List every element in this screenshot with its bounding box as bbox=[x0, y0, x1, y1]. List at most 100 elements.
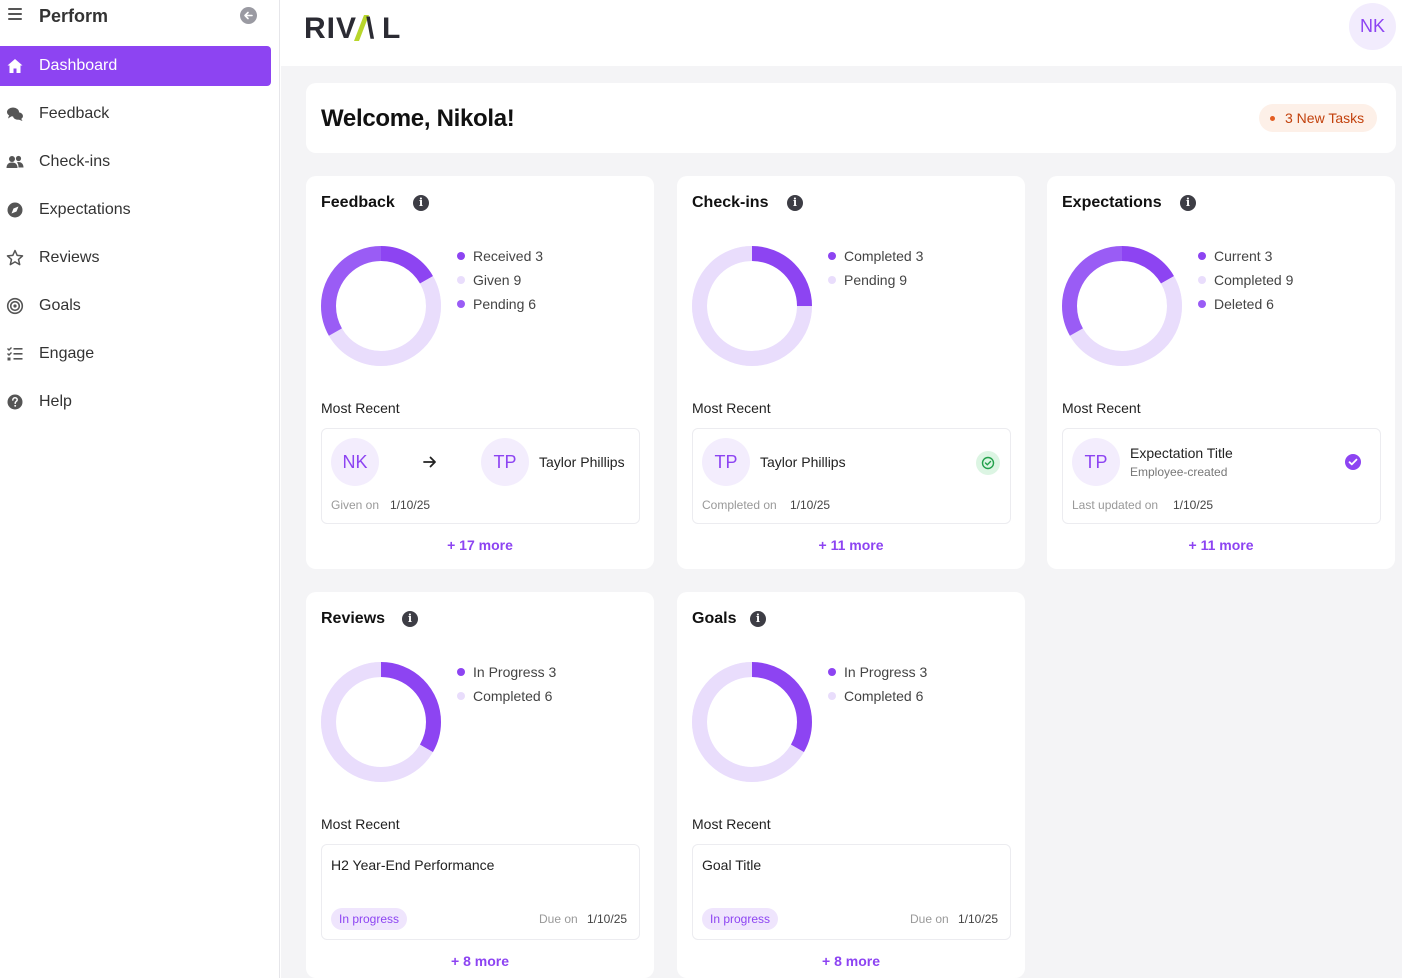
sidebar-item-label: Expectations bbox=[39, 201, 131, 218]
info-icon[interactable]: i bbox=[413, 195, 429, 211]
recipient-name: Taylor Phillips bbox=[539, 454, 625, 470]
sidebar-item-label: Reviews bbox=[39, 249, 100, 266]
most-recent-label: Most Recent bbox=[321, 400, 400, 416]
legend-item-current: Current 3 bbox=[1198, 248, 1293, 272]
info-icon[interactable]: i bbox=[787, 195, 803, 211]
recent-checkin-item[interactable]: TP Taylor Phillips Completed on 1/10/25 bbox=[692, 428, 1011, 524]
more-checkins-link[interactable]: + 11 more bbox=[818, 537, 884, 553]
donut-segment-1 bbox=[1062, 246, 1182, 366]
avatar: TP bbox=[481, 438, 529, 486]
avatar: NK bbox=[331, 438, 379, 486]
recent-review-item[interactable]: H2 Year-End Performance In progress Due … bbox=[321, 844, 640, 940]
question-icon bbox=[7, 394, 23, 410]
date-value: 1/10/25 bbox=[958, 912, 999, 926]
most-recent-label: Most Recent bbox=[321, 816, 400, 832]
card-title: Check-ins bbox=[692, 194, 769, 211]
date-label: Given on bbox=[331, 498, 380, 512]
feedback-card: Feedback i Received 3 Given 9 Pending 6 … bbox=[306, 176, 654, 569]
sidebar-nav: Dashboard Feedback Check-ins Expectation… bbox=[0, 46, 271, 430]
main-content: Welcome, Nikola! 3 New Tasks Feedback i … bbox=[281, 66, 1402, 978]
legend-item-received: Received 3 bbox=[457, 248, 543, 272]
date-value: 1/10/25 bbox=[790, 498, 831, 512]
more-feedback-link[interactable]: + 17 more bbox=[447, 537, 513, 553]
svg-text:\: \ bbox=[366, 12, 375, 44]
status-badge: In progress bbox=[702, 908, 779, 930]
star-icon bbox=[6, 249, 24, 266]
info-icon[interactable]: i bbox=[750, 611, 766, 627]
expectations-legend: Current 3 Completed 9 Deleted 6 bbox=[1198, 248, 1293, 320]
donut-segment-2 bbox=[1062, 246, 1182, 366]
sidebar-item-dashboard[interactable]: Dashboard bbox=[0, 46, 271, 86]
card-title: Feedback bbox=[321, 194, 395, 211]
date-value: 1/10/25 bbox=[390, 498, 431, 512]
donut-segment-1 bbox=[321, 246, 441, 366]
more-goals-link[interactable]: + 8 more bbox=[822, 953, 880, 969]
donut-segment-2 bbox=[321, 246, 441, 366]
sidebar-item-engage[interactable]: Engage bbox=[0, 334, 271, 374]
legend-item-pending: Pending 6 bbox=[457, 296, 543, 320]
most-recent-label: Most Recent bbox=[692, 400, 771, 416]
recent-expectation-item[interactable]: TP Expectation Title Employee-created La… bbox=[1062, 428, 1381, 524]
sidebar: Perform Dashboard Feedback Check-ins Exp… bbox=[0, 0, 280, 978]
date-value: 1/10/25 bbox=[1173, 498, 1214, 512]
reviews-legend: In Progress 3 Completed 6 bbox=[457, 664, 556, 712]
menu-icon[interactable] bbox=[8, 8, 22, 20]
legend-item-completed: Completed 3 bbox=[828, 248, 923, 272]
recent-goal-item[interactable]: Goal Title In progress Due on 1/10/25 bbox=[692, 844, 1011, 940]
legend-item-given: Given 9 bbox=[457, 272, 543, 296]
checkins-card: Check-ins i Completed 3 Pending 9 Most R… bbox=[677, 176, 1025, 569]
donut-segment-1 bbox=[692, 246, 812, 366]
reviews-donut-chart bbox=[321, 662, 441, 782]
app-title: Perform bbox=[39, 6, 109, 26]
legend-item-deleted: Deleted 6 bbox=[1198, 296, 1293, 320]
recent-feedback-item[interactable]: NK TP Taylor Phillips Given on 1/10/25 bbox=[321, 428, 640, 524]
date-label: Due on bbox=[910, 912, 949, 926]
check-circle-icon bbox=[1345, 454, 1361, 470]
expectations-donut-chart bbox=[1062, 246, 1182, 366]
sidebar-item-help[interactable]: Help bbox=[0, 382, 271, 422]
reviews-card: Reviews i In Progress 3 Completed 6 Most… bbox=[306, 592, 654, 978]
legend-item-in-progress: In Progress 3 bbox=[457, 664, 556, 688]
collapse-arrow-icon[interactable] bbox=[240, 7, 257, 24]
sidebar-item-reviews[interactable]: Reviews bbox=[0, 238, 271, 278]
participant-name: Taylor Phillips bbox=[760, 454, 846, 470]
sidebar-item-label: Dashboard bbox=[39, 57, 118, 74]
home-icon bbox=[7, 59, 23, 73]
donut-segment-1 bbox=[321, 662, 441, 782]
sidebar-item-checkins[interactable]: Check-ins bbox=[0, 142, 271, 182]
legend-item-pending: Pending 9 bbox=[828, 272, 923, 296]
goals-card: Goals i In Progress 3 Completed 6 Most R… bbox=[677, 592, 1025, 978]
users-icon bbox=[6, 155, 24, 168]
info-icon[interactable]: i bbox=[1180, 195, 1196, 211]
more-reviews-link[interactable]: + 8 more bbox=[451, 953, 509, 969]
user-avatar[interactable]: NK bbox=[1349, 3, 1396, 50]
feedback-legend: Received 3 Given 9 Pending 6 bbox=[457, 248, 543, 320]
svg-text:RIV: RIV bbox=[304, 12, 357, 44]
expectation-subtitle: Employee-created bbox=[1130, 465, 1228, 479]
new-tasks-badge[interactable]: 3 New Tasks bbox=[1259, 104, 1378, 132]
info-icon[interactable]: i bbox=[402, 611, 418, 627]
review-title: H2 Year-End Performance bbox=[331, 857, 495, 873]
sidebar-item-expectations[interactable]: Expectations bbox=[0, 190, 271, 230]
sidebar-item-goals[interactable]: Goals bbox=[0, 286, 271, 326]
legend-item-completed: Completed 6 bbox=[828, 688, 927, 712]
more-expectations-link[interactable]: + 11 more bbox=[1188, 537, 1254, 553]
checkins-donut-chart bbox=[692, 246, 812, 366]
date-value: 1/10/25 bbox=[587, 912, 628, 926]
page-title: Welcome, Nikola! bbox=[321, 105, 515, 132]
legend-item-completed: Completed 9 bbox=[1198, 272, 1293, 296]
expectations-card: Expectations i Current 3 Completed 9 Del… bbox=[1047, 176, 1395, 569]
rival-logo[interactable]: RIV \ L bbox=[304, 10, 408, 49]
goals-legend: In Progress 3 Completed 6 bbox=[828, 664, 927, 712]
chat-bubbles-icon bbox=[7, 107, 23, 121]
welcome-banner: Welcome, Nikola! 3 New Tasks bbox=[306, 83, 1396, 153]
card-title: Reviews bbox=[321, 610, 386, 627]
checklist-icon bbox=[7, 347, 23, 361]
card-title: Expectations bbox=[1062, 194, 1162, 211]
sidebar-item-feedback[interactable]: Feedback bbox=[0, 94, 271, 134]
feedback-donut-chart bbox=[321, 246, 441, 366]
goals-donut-chart bbox=[692, 662, 812, 782]
goal-title: Goal Title bbox=[702, 857, 762, 873]
date-label: Last updated on bbox=[1072, 498, 1159, 512]
avatar: TP bbox=[1072, 438, 1120, 486]
